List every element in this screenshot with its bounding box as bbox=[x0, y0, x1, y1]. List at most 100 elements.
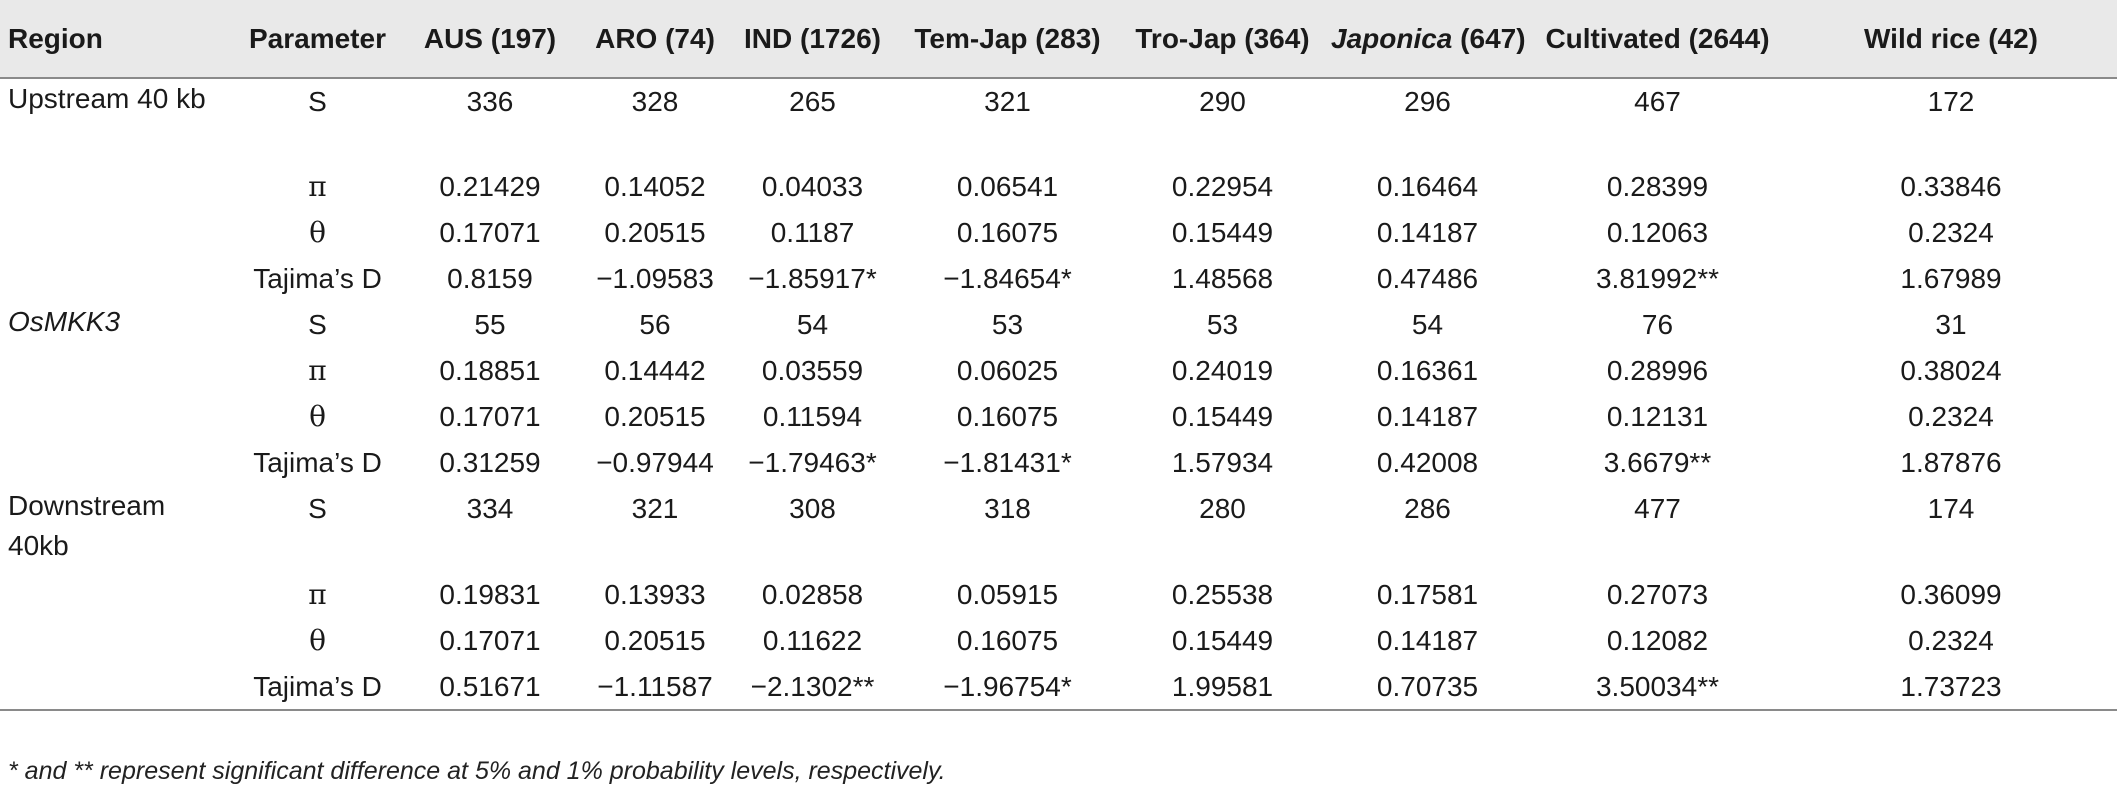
value-cell: 0.14187 bbox=[1376, 217, 1479, 248]
table-row: θ 0.17071 0.20515 0.11622 0.16075 0.15449 0.14… bbox=[0, 618, 2117, 664]
value-cell: 3.50034** bbox=[1530, 664, 1785, 711]
value-cell: 321 bbox=[631, 493, 679, 524]
column-header: ARO (74) bbox=[580, 0, 730, 79]
value-cell: 286 bbox=[1404, 493, 1451, 524]
value-cell: 0.15449 bbox=[1171, 217, 1274, 248]
value-cell: 477 bbox=[1634, 493, 1681, 524]
value-cell: 0.16075 bbox=[956, 625, 1059, 656]
value-cell: 318 bbox=[984, 493, 1031, 524]
column-header: Tem-Jap (283) bbox=[895, 0, 1120, 79]
value-cell: 0.12063 bbox=[1606, 217, 1709, 248]
table-row: Upstream 40 kb S 336 328 265 321 290 296 467 172 bbox=[0, 78, 2117, 164]
region-cell bbox=[0, 256, 235, 302]
value-cell: 0.16075 bbox=[956, 401, 1059, 432]
diversity-table: Region Parameter AUS (197) ARO (74) IND (172… bbox=[0, 0, 2117, 711]
value-cell: 0.17071 bbox=[439, 401, 541, 432]
column-header: AUS (197) bbox=[400, 0, 580, 79]
region-cell bbox=[0, 440, 235, 486]
value-cell: −1.85917* bbox=[748, 263, 877, 294]
value-cell: 0.24019 bbox=[1171, 355, 1274, 386]
column-header: Region bbox=[0, 0, 235, 79]
value-cell: 1.99581 bbox=[1120, 664, 1325, 711]
value-cell: 0.25538 bbox=[1171, 579, 1274, 610]
value-cell: 0.15449 bbox=[1171, 625, 1274, 656]
value-cell: 296 bbox=[1404, 86, 1451, 117]
parameter-cell: π bbox=[308, 578, 327, 611]
value-cell: 0.16361 bbox=[1376, 355, 1479, 386]
value-cell: 0.11622 bbox=[762, 625, 863, 656]
parameter-cell: Tajima’s D bbox=[235, 664, 400, 711]
value-cell: 53 bbox=[1206, 309, 1239, 340]
value-cell: 172 bbox=[1927, 86, 1975, 117]
table-row: π 0.18851 0.14442 0.03559 0.06025 0.24019 0.16… bbox=[0, 348, 2117, 394]
value-cell: 0.27073 bbox=[1606, 579, 1709, 610]
region-cell bbox=[0, 572, 235, 618]
value-cell: 0.38024 bbox=[1900, 355, 2002, 386]
parameter-cell: π bbox=[308, 170, 327, 203]
value-cell: 0.15449 bbox=[1171, 401, 1274, 432]
value-cell: 174 bbox=[1927, 493, 1975, 524]
value-cell: 0.05915 bbox=[956, 579, 1059, 610]
value-cell: 0.13933 bbox=[604, 579, 706, 610]
value-cell: −0.97944 bbox=[596, 447, 714, 478]
parameter-cell: S bbox=[308, 86, 327, 117]
value-cell: 0.51671 bbox=[400, 664, 580, 711]
value-cell: 0.12131 bbox=[1606, 401, 1709, 432]
value-cell: 328 bbox=[631, 86, 679, 117]
value-cell: 0.28996 bbox=[1606, 355, 1709, 386]
value-cell: −1.09583 bbox=[596, 263, 714, 294]
value-cell: 308 bbox=[789, 493, 836, 524]
value-cell: 0.31259 bbox=[439, 447, 541, 478]
value-cell: 0.02858 bbox=[761, 579, 864, 610]
table-row: Tajima’s D 0.51671 −1.11587 −2.1302** −1.967… bbox=[0, 664, 2117, 711]
value-cell: 3.6679** bbox=[1603, 447, 1712, 478]
value-cell: 0.14442 bbox=[604, 355, 706, 386]
column-header: IND (1726) bbox=[730, 0, 895, 79]
value-cell: 0.28399 bbox=[1606, 171, 1709, 202]
value-cell: 0.14052 bbox=[604, 171, 706, 202]
value-cell: 321 bbox=[984, 86, 1031, 117]
value-cell: 0.70735 bbox=[1325, 664, 1530, 711]
value-cell: 0.03559 bbox=[761, 355, 864, 386]
value-cell: 0.06025 bbox=[956, 355, 1059, 386]
value-cell: 0.2324 bbox=[1908, 625, 1994, 656]
value-cell: 1.57934 bbox=[1171, 447, 1274, 478]
value-cell: 0.2324 bbox=[1908, 217, 1994, 248]
region-cell bbox=[0, 348, 235, 394]
value-cell: 0.18851 bbox=[439, 355, 541, 386]
column-header-italic: Japonica bbox=[1331, 22, 1453, 54]
column-header-rest: (647) bbox=[1452, 22, 1526, 54]
value-cell: 0.19831 bbox=[439, 579, 541, 610]
value-cell: −2.1302** bbox=[730, 664, 895, 711]
column-header: Japonica (647) bbox=[1325, 0, 1530, 79]
value-cell: 280 bbox=[1199, 493, 1246, 524]
value-cell: 0.14187 bbox=[1376, 625, 1479, 656]
table-body: Upstream 40 kb S 336 328 265 321 290 296 467 172 π… bbox=[0, 78, 2117, 711]
value-cell: 56 bbox=[639, 309, 671, 340]
value-cell: 0.16464 bbox=[1376, 171, 1479, 202]
value-cell: 0.42008 bbox=[1376, 447, 1479, 478]
table-row: Downstream 40kb S 334 321 308 318 280 286 477 174 bbox=[0, 486, 2117, 572]
value-cell: 0.06541 bbox=[956, 171, 1059, 202]
value-cell: 0.04033 bbox=[761, 171, 864, 202]
value-cell: −1.96754* bbox=[895, 664, 1120, 711]
column-header: Parameter bbox=[235, 0, 400, 79]
parameter-cell: π bbox=[308, 354, 327, 387]
value-cell: 0.17581 bbox=[1376, 579, 1479, 610]
value-cell: 0.17071 bbox=[439, 217, 541, 248]
value-cell: 54 bbox=[1411, 309, 1444, 340]
region-cell bbox=[0, 164, 235, 210]
footnote: * and ** represent significant differenc… bbox=[8, 757, 946, 785]
value-cell: 0.22954 bbox=[1171, 171, 1274, 202]
table-row: π 0.19831 0.13933 0.02858 0.05915 0.25538 0.17… bbox=[0, 572, 2117, 618]
value-cell: 53 bbox=[991, 309, 1024, 340]
table-row: Tajima’s D 0.8159 −1.09583 −1.85917* −1.8465… bbox=[0, 256, 2117, 302]
value-cell: 0.11594 bbox=[762, 401, 863, 432]
value-cell: 334 bbox=[466, 493, 514, 524]
value-cell: 1.67989 bbox=[1900, 263, 2002, 294]
value-cell: 0.1187 bbox=[770, 217, 855, 248]
parameter-cell: Tajima’s D bbox=[253, 447, 382, 478]
value-cell: −1.81431* bbox=[943, 447, 1072, 478]
table-row: θ 0.17071 0.20515 0.11594 0.16075 0.15449 0.14… bbox=[0, 394, 2117, 440]
